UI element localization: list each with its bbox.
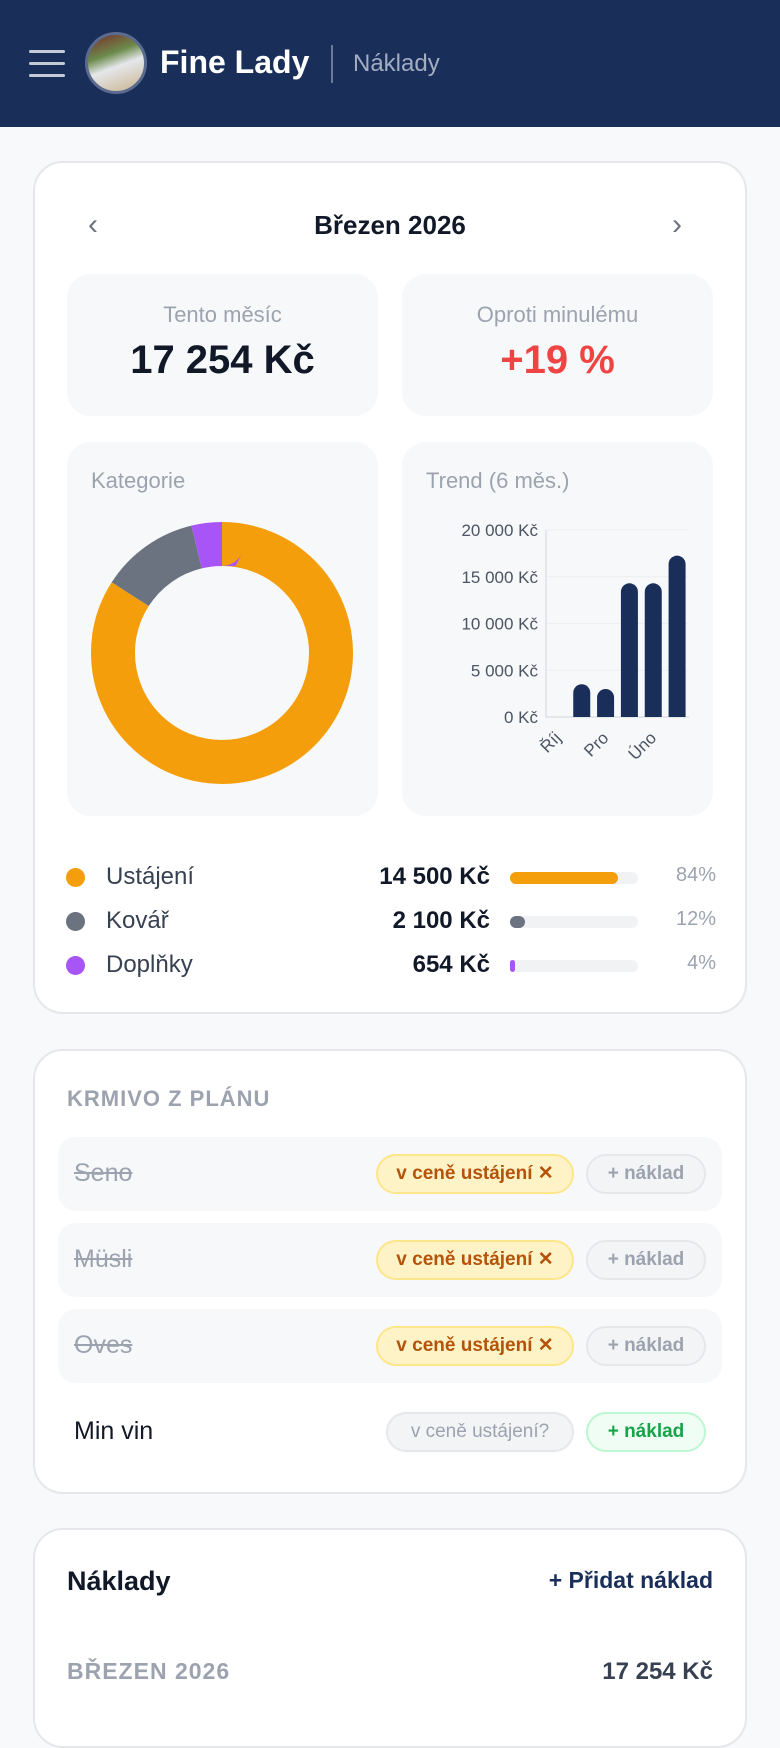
feed-row: Oves v ceně ustájení ✕ + náklad <box>58 1309 722 1383</box>
divider <box>331 45 333 83</box>
prev-month-chevron-icon[interactable]: ‹ <box>88 208 98 241</box>
next-month-chevron-icon[interactable]: › <box>672 208 682 241</box>
bar-Pro <box>597 688 615 717</box>
y-tick-label: 20 000 Kč <box>461 521 538 540</box>
legend-row: Doplňky 654 Kč 4% <box>66 950 716 980</box>
donut-chart <box>91 522 353 784</box>
month-group-label: BŘEZEN 2026 <box>67 1658 231 1684</box>
legend-value: 2 100 Kč <box>392 907 490 934</box>
vs-prev-box: Oproti minulému +19 % <box>402 274 713 416</box>
add-cost-pill[interactable]: + náklad <box>586 1412 706 1452</box>
vs-prev-value: +19 % <box>500 338 615 382</box>
y-tick-label: 5 000 Kč <box>471 661 539 680</box>
costs-title: Náklady <box>67 1566 171 1596</box>
feed-name: Min vin <box>74 1417 154 1445</box>
this-month-box: Tento měsíc 17 254 Kč <box>67 274 378 416</box>
trend-title: Trend (6 měs.) <box>426 468 570 493</box>
trend-box: Trend (6 měs.) 0 Kč 5 000 Kč 10 000 Kč 15 0… <box>402 442 713 816</box>
legend-percent: 12% <box>675 908 716 930</box>
section-title: Náklady <box>353 50 440 77</box>
legend-name: Doplňky <box>106 951 193 978</box>
legend-progress-fill <box>510 872 618 884</box>
legend-dot-icon <box>66 868 85 887</box>
month-group-total: 17 254 Kč <box>602 1658 713 1685</box>
feed-row: Min vin v ceně ustájení? + náklad <box>58 1395 722 1469</box>
month-label: Březen 2026 <box>314 210 466 240</box>
bar-Bře <box>668 555 686 717</box>
bar-Led <box>620 583 638 717</box>
this-month-label: Tento měsíc <box>163 302 282 327</box>
feed-title: KRMIVO Z PLÁNU <box>67 1086 271 1111</box>
costs-card <box>33 1528 747 1748</box>
bar-Úno <box>644 583 662 717</box>
included-in-stabling-toggle[interactable]: v ceně ustájení? <box>386 1412 574 1452</box>
add-cost-pill[interactable]: + náklad <box>586 1326 706 1366</box>
feed-name: Seno <box>74 1159 133 1187</box>
legend-dot-icon <box>66 956 85 975</box>
legend-percent: 4% <box>687 952 716 974</box>
feed-row: Müsli v ceně ustájení ✕ + náklad <box>58 1223 722 1297</box>
legend-progress-fill <box>510 960 516 972</box>
add-cost-pill[interactable]: + náklad <box>586 1154 706 1194</box>
x-tick-label: Pro <box>580 728 612 760</box>
bar-Lis <box>573 684 591 717</box>
this-month-value: 17 254 Kč <box>130 338 315 382</box>
horse-avatar[interactable] <box>85 32 147 94</box>
y-tick-label: 10 000 Kč <box>461 615 538 634</box>
add-cost-pill[interactable]: + náklad <box>586 1240 706 1280</box>
legend-value: 14 500 Kč <box>379 863 490 890</box>
app-header: Fine Lady Náklady <box>0 0 780 127</box>
vs-prev-label: Oproti minulému <box>476 302 639 327</box>
add-cost-button[interactable]: + Přidat náklad <box>548 1567 713 1593</box>
legend-progress <box>510 960 638 972</box>
donut-slice-Doplňky <box>91 522 353 784</box>
categories-title: Kategorie <box>91 468 186 493</box>
included-in-stabling-toggle[interactable]: v ceně ustájení ✕ <box>376 1240 574 1280</box>
legend-row: Kovář 2 100 Kč 12% <box>66 906 716 936</box>
included-in-stabling-toggle[interactable]: v ceně ustájení ✕ <box>376 1154 574 1194</box>
legend-name: Kovář <box>106 907 169 934</box>
x-tick-label: Úno <box>625 728 660 763</box>
legend-dot-icon <box>66 912 85 931</box>
legend-progress <box>510 916 638 928</box>
x-tick-label: Říj <box>537 728 565 756</box>
categories-box: Kategorie <box>67 442 378 816</box>
feed-row: Seno v ceně ustájení ✕ + náklad <box>58 1137 722 1211</box>
feed-name: Oves <box>74 1331 133 1359</box>
legend-row: Ustájení 14 500 Kč 84% <box>66 862 716 892</box>
y-tick-label: 15 000 Kč <box>461 568 538 587</box>
legend-progress-fill <box>510 916 526 928</box>
y-tick-label: 0 Kč <box>504 708 539 727</box>
legend-name: Ustájení <box>106 863 195 890</box>
included-in-stabling-toggle[interactable]: v ceně ustájení ✕ <box>376 1326 574 1366</box>
legend-percent: 84% <box>675 864 716 886</box>
legend-value: 654 Kč <box>412 951 490 978</box>
legend-progress <box>510 872 638 884</box>
feed-name: Müsli <box>74 1245 133 1273</box>
horse-name: Fine Lady <box>160 44 310 80</box>
trend-chart: 0 Kč 5 000 Kč 10 000 Kč 15 000 Kč 20 000 Kč Ř… <box>461 521 689 764</box>
menu-icon[interactable] <box>29 50 65 78</box>
